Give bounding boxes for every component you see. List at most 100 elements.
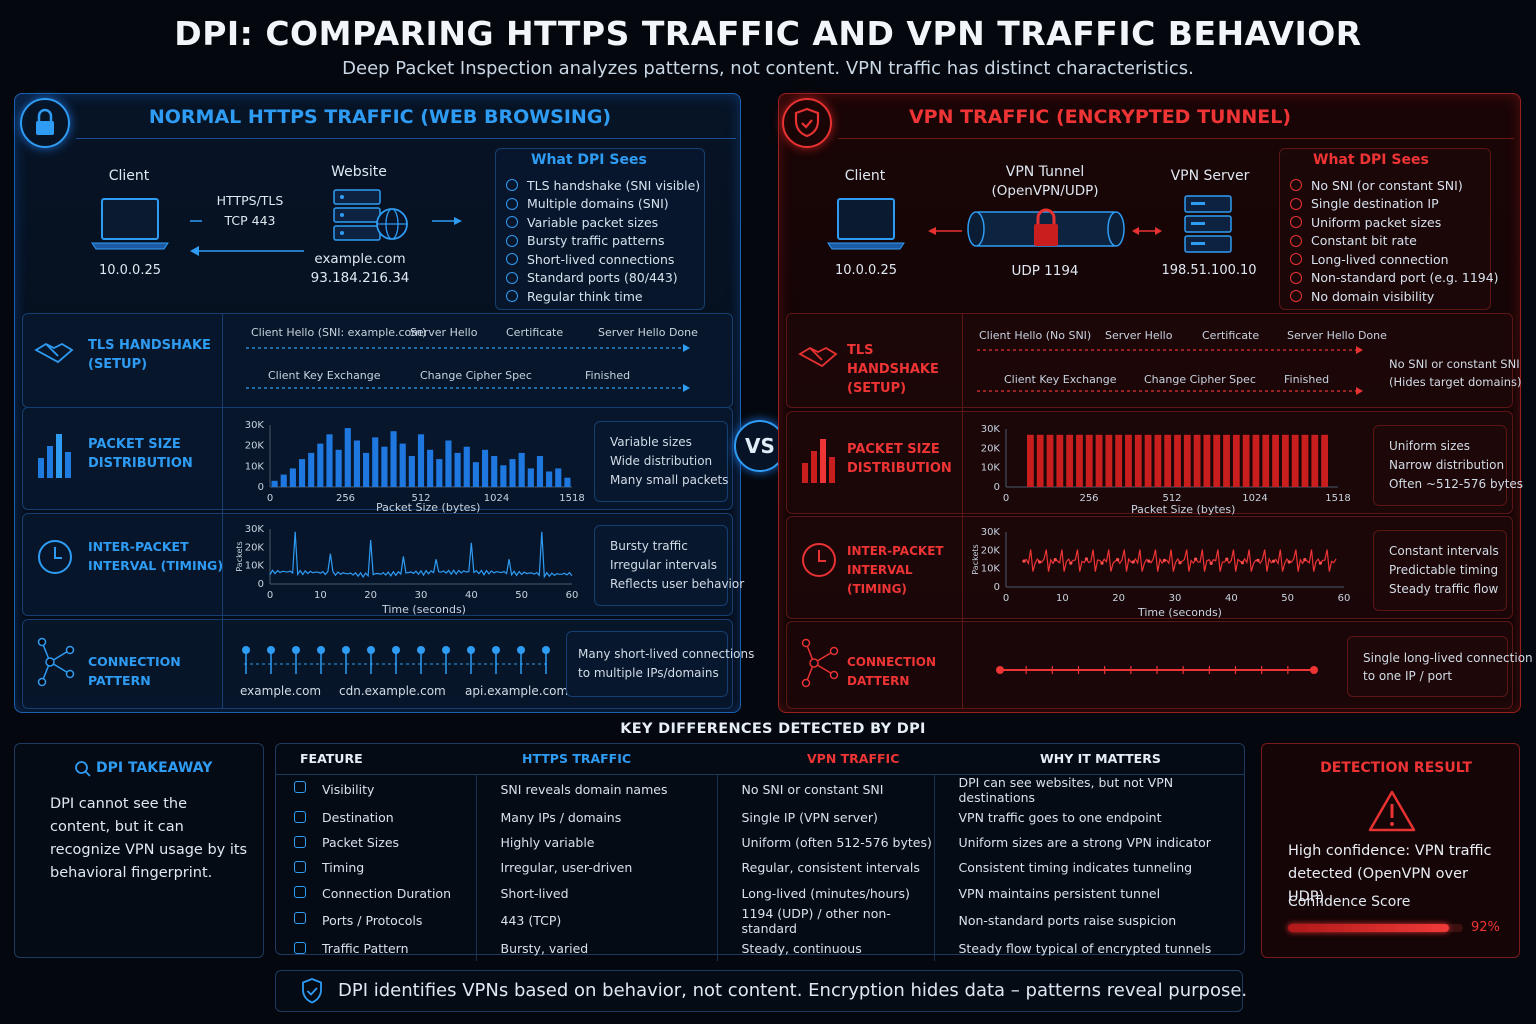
x-tick-label: 0 <box>267 590 273 601</box>
detection-title: DETECTION RESULT <box>1320 760 1472 776</box>
histogram-bar <box>408 456 415 487</box>
https-packet-label: PACKET SIZE DISTRIBUTION <box>88 437 193 471</box>
histogram-bar <box>381 446 388 487</box>
handshake-step: Client Hello (SNI: example.com) <box>251 326 427 339</box>
connection-node <box>392 646 400 654</box>
handshake-icon <box>798 344 842 378</box>
y-tick-label: 30K <box>245 420 265 431</box>
vs-badge: VS <box>734 420 786 472</box>
x-tick-label: 30 <box>415 590 428 601</box>
bar-chart-icon <box>800 437 840 489</box>
title-divider <box>76 138 736 139</box>
x-tick-label: 0 <box>1003 493 1009 504</box>
x-tick-label: 1024 <box>1242 493 1267 504</box>
connection-node <box>442 646 450 654</box>
histogram-bar <box>1095 434 1103 487</box>
vpn-row-divider <box>962 313 963 709</box>
laptop-icon <box>90 195 170 257</box>
feature-icon <box>294 780 306 793</box>
check-icon <box>506 271 518 284</box>
warning-circle-icon <box>1290 253 1302 266</box>
list-item: Constant bit rate <box>1290 232 1499 251</box>
histogram-bar <box>353 440 361 487</box>
note-line: Bursty traffic <box>610 539 688 553</box>
histogram-bar <box>1301 434 1309 487</box>
vpn-tunnel-protocol: (OpenVPN/UDP) <box>991 183 1099 199</box>
histogram-bar <box>1105 434 1113 487</box>
note-line: Irregular intervals <box>610 558 717 572</box>
https-timing-label: INTER-PACKET INTERVAL (TIMING) <box>88 539 224 573</box>
vpn-panel-title: VPN TRAFFIC (ENCRYPTED TUNNEL) <box>908 106 1292 128</box>
connection-node <box>996 666 1004 674</box>
check-icon <box>506 179 518 192</box>
x-tick-label: 10 <box>314 590 327 601</box>
histogram-bar <box>555 468 562 487</box>
histogram-bar <box>1066 434 1074 487</box>
handshake-step: Server Hello <box>410 326 478 339</box>
https-connection-diagram <box>242 646 550 674</box>
handshake-step: Server Hello Done <box>598 326 698 339</box>
https-arrows <box>190 220 304 256</box>
vpn-handshake-row <box>786 313 1513 408</box>
https-timing-chart: 30K 20K 10K 00 10 20 30 40 50 60 Packets <box>235 524 578 601</box>
note-line: Steady traffic flow <box>1389 582 1499 596</box>
clock-icon <box>800 541 838 583</box>
note-line: Reflects user behavior <box>610 577 745 591</box>
histogram-bar <box>317 443 324 487</box>
timing-point <box>1084 557 1088 561</box>
connection-domain: api.example.com <box>465 684 569 698</box>
handshake-step: Client Key Exchange <box>268 369 381 382</box>
histogram-bar <box>472 462 479 487</box>
histogram-bar <box>1046 434 1054 487</box>
histogram-bar <box>1232 434 1240 487</box>
histogram-bar <box>1213 434 1221 487</box>
vpn-cell: Uniform (often 512-576 bytes) <box>717 829 935 856</box>
key-differences-title: KEY DIFFERENCES DETECTED BY DPI <box>620 721 926 737</box>
vpn-cell: Steady, continuous <box>717 935 935 961</box>
x-tick-label: 512 <box>411 493 430 504</box>
vpn-left-arrow <box>928 227 962 235</box>
list-item: Short-lived connections <box>506 250 700 269</box>
table-row: Traffic Pattern Bursty, varied Steady, con… <box>276 935 1244 961</box>
vpn-cell: No SNI or constant SNI <box>717 774 935 805</box>
vpn-tunnel-label: VPN Tunnel <box>1005 164 1085 180</box>
vpn-server-ip: 198.51.100.10 <box>1161 263 1257 278</box>
confidence-value: 92% <box>1471 920 1500 935</box>
histogram-bar <box>1242 434 1250 487</box>
y-tick-label: 30K <box>981 424 1001 435</box>
why-cell: DPI can see websites, but not VPN destin… <box>958 774 1174 805</box>
histogram-bar <box>1193 434 1201 487</box>
note-line: (Hides target domains) <box>1389 375 1522 389</box>
vpn-packet-xlabel: Packet Size (bytes) <box>1131 503 1236 516</box>
why-cell: VPN maintains persistent tunnel <box>958 885 1161 901</box>
warning-circle-icon <box>1290 271 1302 284</box>
connection-node <box>467 646 475 654</box>
note-line: Many short-lived connections <box>578 647 755 661</box>
feature-cell: Ports / Protocols <box>276 905 477 936</box>
https-row-divider <box>222 313 223 709</box>
handshake-step: Client Key Exchange <box>1004 373 1117 386</box>
vpn-tunnel-port: UDP 1194 <box>1011 263 1079 279</box>
x-tick-label: 1024 <box>484 493 509 504</box>
list-item: Multiple domains (SNI) <box>506 195 700 214</box>
histogram-bar <box>1223 434 1230 487</box>
vpn-bidirectional-arrow <box>1132 227 1162 235</box>
list-item: No domain visibility <box>1290 287 1499 306</box>
connection-node <box>317 646 325 654</box>
x-tick-label: 60 <box>1338 593 1351 604</box>
connection-node <box>367 646 375 654</box>
note-line: to one IP / port <box>1363 669 1453 683</box>
differences-table: FEATURE HTTPS TRAFFIC VPN TRAFFIC WHY IT… <box>275 743 1245 961</box>
timing-point <box>1116 557 1120 562</box>
histogram-bar <box>1272 434 1279 487</box>
histogram-bar <box>1262 434 1270 487</box>
timing-point <box>1194 557 1198 561</box>
vpn-packet-notes <box>1373 425 1507 506</box>
check-icon <box>506 197 518 210</box>
shield-icon <box>782 98 832 148</box>
y-tick-label: 0 <box>258 579 264 590</box>
histogram-bar <box>1085 434 1093 487</box>
timing-point <box>1162 558 1166 562</box>
list-item: Single destination IP <box>1290 195 1499 214</box>
feature-icon <box>294 861 306 874</box>
